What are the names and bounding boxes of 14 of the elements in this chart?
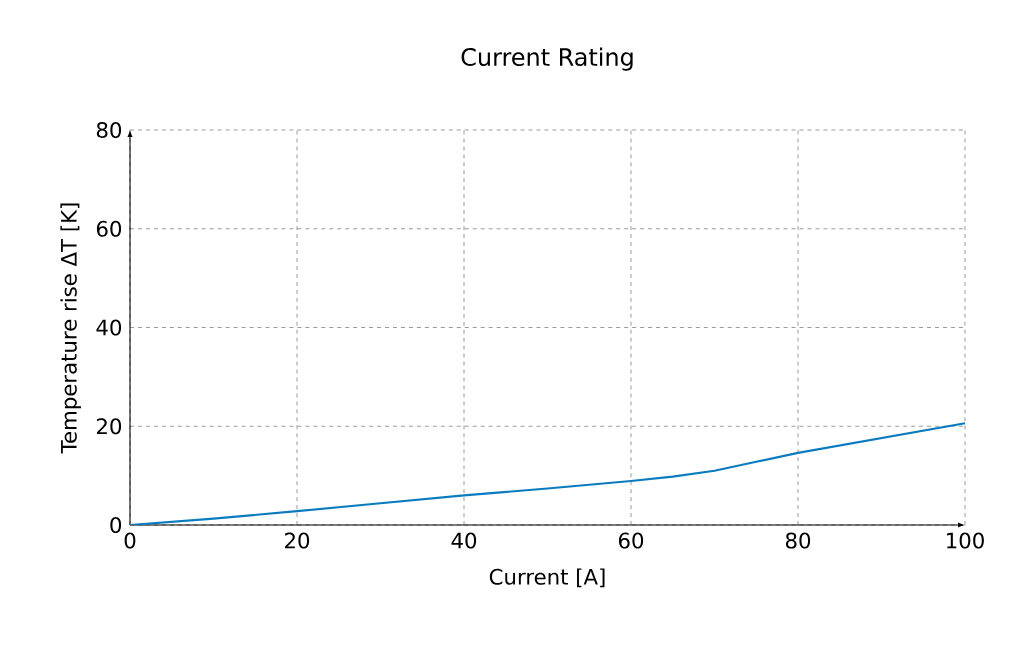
y-tick-label: 40 [96, 319, 122, 336]
y-tick-label: 60 [96, 220, 122, 237]
y-tick-label: 20 [96, 418, 122, 435]
y-tick-label: 0 [110, 516, 122, 534]
x-tick-label: 100 [947, 532, 984, 549]
y-axis-title: Temperature rise ΔT [K] [60, 203, 81, 454]
chart-title: Current Rating [461, 47, 633, 71]
x-tick-label: 20 [285, 532, 310, 549]
y-tick-label: 80 [96, 121, 122, 139]
x-tick-label: 0 [124, 532, 136, 549]
x-tick-label: 60 [618, 532, 644, 549]
x-axis-title: Current [A] [489, 568, 605, 588]
x-tick-label: 40 [451, 532, 477, 549]
x-tick-label: 80 [785, 532, 811, 549]
